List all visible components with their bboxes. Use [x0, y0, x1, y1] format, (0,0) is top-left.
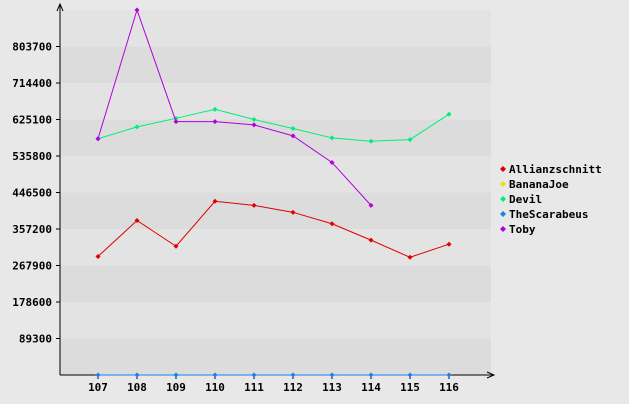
data-point [212, 119, 218, 125]
x-tick-label: 114 [361, 381, 381, 394]
legend-marker [500, 196, 506, 202]
legend-label: Allianzschnitt [509, 163, 602, 176]
series-toby [95, 7, 374, 208]
data-point [446, 372, 452, 378]
data-point [134, 124, 140, 130]
y-tick-label: 714400 [12, 77, 52, 90]
grid-band [60, 229, 491, 266]
data-point [212, 198, 218, 204]
data-point [251, 117, 257, 123]
data-point [251, 122, 257, 128]
grid-band [60, 156, 491, 193]
data-point [134, 7, 140, 13]
y-tick-label: 357200 [12, 223, 52, 236]
legend-label: Toby [509, 223, 536, 236]
series-line [97, 200, 450, 258]
data-point [329, 221, 335, 227]
grid-band [60, 119, 491, 156]
x-tick-label: 111 [244, 381, 264, 394]
legend-label: Devil [509, 193, 542, 206]
data-point [368, 138, 374, 144]
data-point [290, 372, 296, 378]
data-point [368, 202, 374, 208]
grid-band [60, 338, 491, 375]
data-point [251, 202, 257, 208]
legend-label: TheScarabeus [509, 208, 588, 221]
x-axis-ticks: 107 108 109 110 111 112 113 114 115 116 [88, 375, 459, 394]
data-point [95, 136, 101, 142]
data-point [251, 372, 257, 378]
grid-band [60, 10, 491, 47]
data-point [407, 372, 413, 378]
x-tick-label: 107 [88, 381, 108, 394]
data-point [134, 217, 140, 223]
y-axis-arrow [56, 2, 64, 12]
grid-band [60, 265, 491, 302]
data-point [173, 243, 179, 249]
grid-band [60, 302, 491, 339]
data-point [173, 372, 179, 378]
data-point [95, 372, 101, 378]
grid-band [60, 83, 491, 120]
y-tick-label: 178600 [12, 296, 52, 309]
data-point [368, 237, 374, 243]
y-tick-label: 267900 [12, 260, 52, 273]
legend-marker [500, 181, 506, 187]
grid-band [60, 46, 491, 83]
data-point [290, 133, 296, 139]
series-lines [95, 7, 452, 378]
data-point [329, 159, 335, 165]
y-tick-label: 625100 [12, 114, 52, 127]
data-point [407, 137, 413, 143]
y-tick-label: 89300 [19, 333, 52, 346]
series-line [97, 108, 450, 142]
grid-bands [60, 10, 491, 375]
x-tick-label: 115 [400, 381, 420, 394]
data-point [446, 111, 452, 117]
data-point [212, 372, 218, 378]
data-point [329, 135, 335, 141]
data-point [134, 372, 140, 378]
data-point [290, 209, 296, 215]
legend-marker [500, 166, 506, 172]
data-point [368, 372, 374, 378]
series-thescarabeus [95, 372, 452, 378]
y-tick-label: 446500 [12, 187, 52, 200]
y-tick-label: 803700 [12, 41, 52, 54]
x-tick-label: 110 [205, 381, 225, 394]
legend-marker [500, 211, 506, 217]
data-point [407, 254, 413, 260]
x-tick-label: 109 [166, 381, 186, 394]
legend-label: BananaJoe [509, 178, 569, 191]
data-point [446, 241, 452, 247]
x-tick-label: 113 [322, 381, 342, 394]
legend-marker [500, 226, 506, 232]
series-line [97, 8, 372, 206]
data-point [212, 106, 218, 112]
grid-band [60, 192, 491, 229]
x-axis-arrow [486, 371, 496, 379]
data-point [95, 253, 101, 259]
y-axis-ticks: 89300 178600 267900 357200 446500 535800 62510… [12, 41, 60, 346]
legend: Allianzschnitt BananaJoe Devil TheScarabeus… [500, 163, 602, 236]
data-point [290, 126, 296, 132]
x-tick-label: 116 [439, 381, 459, 394]
series-allianzschnitt [95, 198, 452, 260]
x-tick-label: 112 [283, 381, 303, 394]
x-tick-label: 108 [127, 381, 147, 394]
y-tick-label: 535800 [12, 150, 52, 163]
data-point [329, 372, 335, 378]
data-point [173, 119, 179, 125]
